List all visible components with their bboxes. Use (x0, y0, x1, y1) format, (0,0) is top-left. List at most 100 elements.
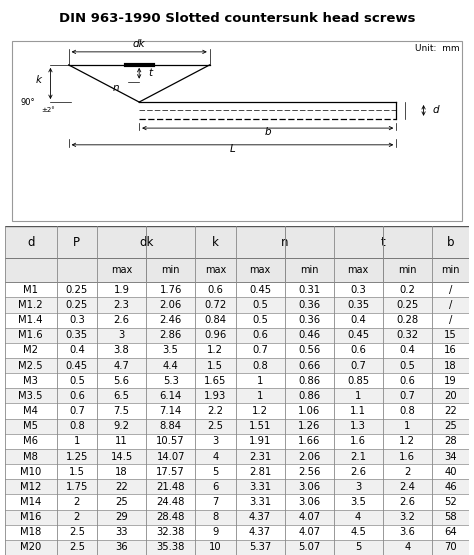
Text: M1.4: M1.4 (18, 315, 43, 325)
Text: 2.56: 2.56 (298, 467, 320, 477)
Bar (432, 403, 469, 418)
Text: 25: 25 (115, 497, 128, 507)
Bar (57, 258, 97, 282)
Text: 15: 15 (444, 330, 457, 340)
Text: 0.36: 0.36 (298, 300, 320, 310)
Bar (57, 312, 97, 328)
Point (380, 223, 385, 230)
Bar (195, 403, 236, 418)
Text: 1: 1 (257, 391, 263, 401)
Bar (97, 282, 146, 297)
Text: 2.1: 2.1 (350, 452, 366, 462)
Bar (97, 328, 146, 343)
Bar (146, 343, 195, 358)
Text: 2.31: 2.31 (249, 452, 271, 462)
Text: 46: 46 (444, 482, 457, 492)
Text: 14.07: 14.07 (156, 452, 185, 462)
Bar (432, 373, 469, 388)
Text: 3.06: 3.06 (298, 497, 320, 507)
Bar (334, 373, 383, 388)
Text: M6: M6 (23, 436, 38, 446)
Text: 0.3: 0.3 (69, 315, 85, 325)
Text: 9: 9 (212, 527, 219, 537)
Bar (146, 226, 195, 258)
Text: 0.86: 0.86 (298, 376, 320, 386)
Bar (284, 403, 334, 418)
Bar (146, 434, 195, 449)
Text: 2.46: 2.46 (160, 315, 182, 325)
Text: 6: 6 (212, 482, 219, 492)
Point (380, 279, 385, 286)
Bar (195, 480, 236, 495)
Text: 58: 58 (444, 512, 457, 522)
Bar (383, 480, 432, 495)
Bar (57, 403, 97, 418)
Bar (195, 282, 236, 297)
Text: 0.28: 0.28 (396, 315, 418, 325)
Bar (383, 282, 432, 297)
Bar (5, 540, 57, 555)
Bar (146, 509, 195, 524)
Bar (284, 464, 334, 480)
Bar (146, 540, 195, 555)
Text: 0.84: 0.84 (204, 315, 227, 325)
Bar (57, 540, 97, 555)
Bar (334, 258, 383, 282)
Text: 1: 1 (355, 391, 361, 401)
Bar (5, 358, 57, 373)
Bar (97, 480, 146, 495)
Bar (97, 312, 146, 328)
Bar (236, 282, 284, 297)
Text: 2.06: 2.06 (298, 452, 320, 462)
Bar (432, 358, 469, 373)
Bar (432, 418, 469, 434)
Bar (432, 297, 469, 312)
Text: 0.32: 0.32 (396, 330, 418, 340)
Bar (195, 418, 236, 434)
Text: 22: 22 (444, 406, 457, 416)
Bar (383, 258, 432, 282)
Bar (236, 312, 284, 328)
Text: max: max (111, 265, 132, 275)
Text: 10.57: 10.57 (156, 436, 185, 446)
Text: 11: 11 (115, 436, 128, 446)
Text: 17.57: 17.57 (156, 467, 185, 477)
Bar (57, 388, 97, 403)
Text: 2.86: 2.86 (160, 330, 182, 340)
Bar (236, 328, 284, 343)
Bar (334, 509, 383, 524)
Text: 4.37: 4.37 (249, 527, 271, 537)
Text: 4.4: 4.4 (163, 361, 179, 371)
Bar (284, 480, 334, 495)
Text: 90°: 90° (21, 98, 36, 107)
Text: 0.45: 0.45 (66, 361, 88, 371)
Text: 3: 3 (355, 482, 361, 492)
Text: 1.9: 1.9 (114, 285, 129, 295)
Bar (97, 297, 146, 312)
Text: 70: 70 (444, 542, 457, 552)
Bar (97, 388, 146, 403)
Text: 0.5: 0.5 (399, 361, 415, 371)
Bar (97, 434, 146, 449)
Text: 29: 29 (115, 512, 128, 522)
Text: 3.5: 3.5 (350, 497, 366, 507)
Text: 0.6: 0.6 (399, 376, 415, 386)
Text: 2.5: 2.5 (207, 421, 223, 431)
Bar (334, 449, 383, 464)
Text: 5: 5 (355, 542, 361, 552)
Bar (432, 434, 469, 449)
Bar (236, 388, 284, 403)
Text: 24.48: 24.48 (156, 497, 185, 507)
Text: M8: M8 (23, 452, 38, 462)
Bar (284, 328, 334, 343)
Bar (236, 418, 284, 434)
Bar (334, 403, 383, 418)
Bar (236, 226, 284, 258)
Bar (195, 509, 236, 524)
Text: d: d (433, 105, 439, 115)
Text: 5.37: 5.37 (249, 542, 271, 552)
Bar (383, 434, 432, 449)
Bar (383, 388, 432, 403)
Bar (383, 540, 432, 555)
Bar (334, 297, 383, 312)
